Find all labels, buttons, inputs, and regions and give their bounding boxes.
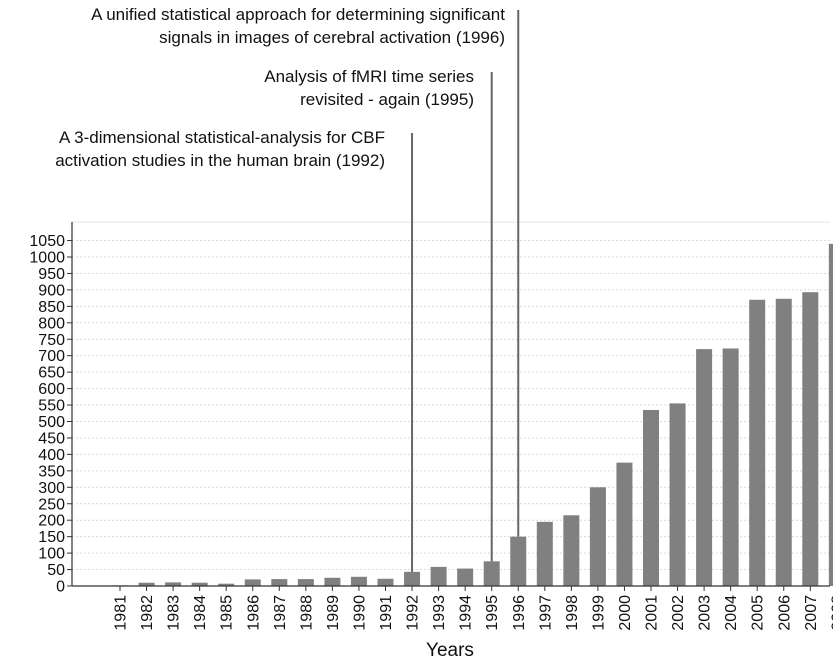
bar-1993: [430, 566, 447, 586]
bar-1990: [350, 576, 367, 586]
x-tick-label-1986: 1986: [245, 595, 262, 631]
x-tick-label-1995: 1995: [484, 595, 501, 631]
y-tick-label: 150: [38, 529, 65, 546]
y-tick-label: 1050: [29, 233, 65, 250]
x-tick-label-1998: 1998: [564, 595, 581, 631]
x-tick-label-1996: 1996: [511, 595, 528, 631]
annotation-text-1995: Analysis of fMRI time series: [264, 67, 474, 86]
bar-1994: [457, 568, 474, 586]
y-tick-label: 700: [38, 348, 65, 365]
y-tick-label: 750: [38, 332, 65, 349]
bar-2008: [828, 243, 833, 586]
y-tick-label: 50: [47, 562, 65, 579]
x-tick-label-1981: 1981: [113, 595, 130, 631]
bar-1988: [297, 579, 314, 586]
y-tick-label: 350: [38, 463, 65, 480]
x-tick-label-1982: 1982: [139, 595, 156, 631]
y-tick-label: 850: [38, 299, 65, 316]
x-tick-label-1987: 1987: [272, 595, 289, 631]
x-tick-label-1985: 1985: [219, 595, 236, 631]
axes: [67, 222, 830, 591]
bar-2005: [749, 299, 766, 586]
bar-1984: [191, 582, 208, 586]
y-tick-label: 900: [38, 282, 65, 299]
x-tick-label-1990: 1990: [351, 595, 368, 631]
x-tick-label-2001: 2001: [644, 595, 661, 631]
bar-1982: [138, 582, 155, 586]
bar-1985: [218, 583, 235, 586]
x-tick-label-1994: 1994: [458, 595, 475, 631]
bar-1991: [377, 578, 394, 586]
x-tick-label-2006: 2006: [776, 595, 793, 631]
y-tick-labels: 0501001502002503003504004505005506006507…: [29, 233, 65, 595]
bar-2001: [643, 409, 659, 586]
x-tick-label-1997: 1997: [537, 595, 554, 631]
annotations: A 3-dimensional statistical-analysis for…: [55, 5, 520, 572]
bar-1998: [563, 515, 580, 586]
bar-1999: [589, 487, 606, 586]
bar-1992: [404, 571, 421, 586]
bar-2003: [696, 349, 713, 586]
bar-1983: [165, 582, 182, 586]
bar-2004: [722, 348, 739, 586]
x-tick-label-2000: 2000: [617, 595, 634, 631]
x-tick-label-2003: 2003: [697, 595, 714, 631]
bar-2007: [802, 292, 819, 586]
bars: [112, 243, 833, 586]
bar-1996: [510, 536, 527, 586]
y-tick-label: 550: [38, 398, 65, 415]
y-tick-label: 450: [38, 430, 65, 447]
bar-1986: [244, 579, 261, 586]
bar-1995: [483, 561, 500, 586]
annotation-text-1992: A 3-dimensional statistical-analysis for…: [59, 128, 385, 147]
x-tick-label-1984: 1984: [192, 595, 209, 631]
y-tick-label: 800: [38, 315, 65, 332]
annotation-text-1995: revisited - again (1995): [300, 90, 474, 109]
y-tick-label: 250: [38, 496, 65, 513]
x-tick-label-2004: 2004: [723, 595, 740, 631]
bar-1989: [324, 577, 341, 586]
bar-1997: [536, 521, 553, 586]
y-tick-label: 0: [56, 579, 65, 596]
x-tick-label-2005: 2005: [750, 595, 767, 631]
x-tick-label-1992: 1992: [405, 595, 422, 631]
y-tick-label: 500: [38, 414, 65, 431]
y-tick-label: 600: [38, 381, 65, 398]
bar-2000: [616, 462, 633, 586]
bar-1987: [271, 579, 288, 586]
bar-2002: [669, 403, 686, 586]
y-tick-label: 300: [38, 480, 65, 497]
y-tick-label: 1000: [29, 250, 65, 267]
x-tick-label-2008: 2008: [829, 595, 833, 631]
x-tick-label-1991: 1991: [378, 595, 395, 631]
x-tick-label-1983: 1983: [166, 595, 183, 631]
annotation-text-1992: activation studies in the human brain (1…: [55, 151, 385, 170]
y-tick-label: 200: [38, 513, 65, 530]
y-tick-label: 650: [38, 365, 65, 382]
y-tick-label: 950: [38, 266, 65, 283]
y-tick-label: 400: [38, 447, 65, 464]
x-tick-label-1989: 1989: [325, 595, 342, 631]
bar-2006: [775, 298, 792, 586]
x-tick-label-1988: 1988: [298, 595, 315, 631]
gridlines: [72, 221, 830, 571]
x-tick-label-1993: 1993: [431, 595, 448, 631]
y-tick-label: 100: [38, 546, 65, 563]
x-axis-label: Years: [426, 640, 474, 657]
x-tick-labels: 1981 1982 1983 1984 1985 1986 1987 1988 1989 1990…: [113, 595, 833, 631]
x-tick-label-2007: 2007: [803, 595, 820, 631]
annotation-text-1996: signals in images of cerebral activation…: [159, 28, 505, 47]
x-tick-label-1999: 1999: [590, 595, 607, 631]
annotation-text-1996: A unified statistical approach for deter…: [91, 5, 505, 24]
x-tick-label-2002: 2002: [670, 595, 687, 631]
